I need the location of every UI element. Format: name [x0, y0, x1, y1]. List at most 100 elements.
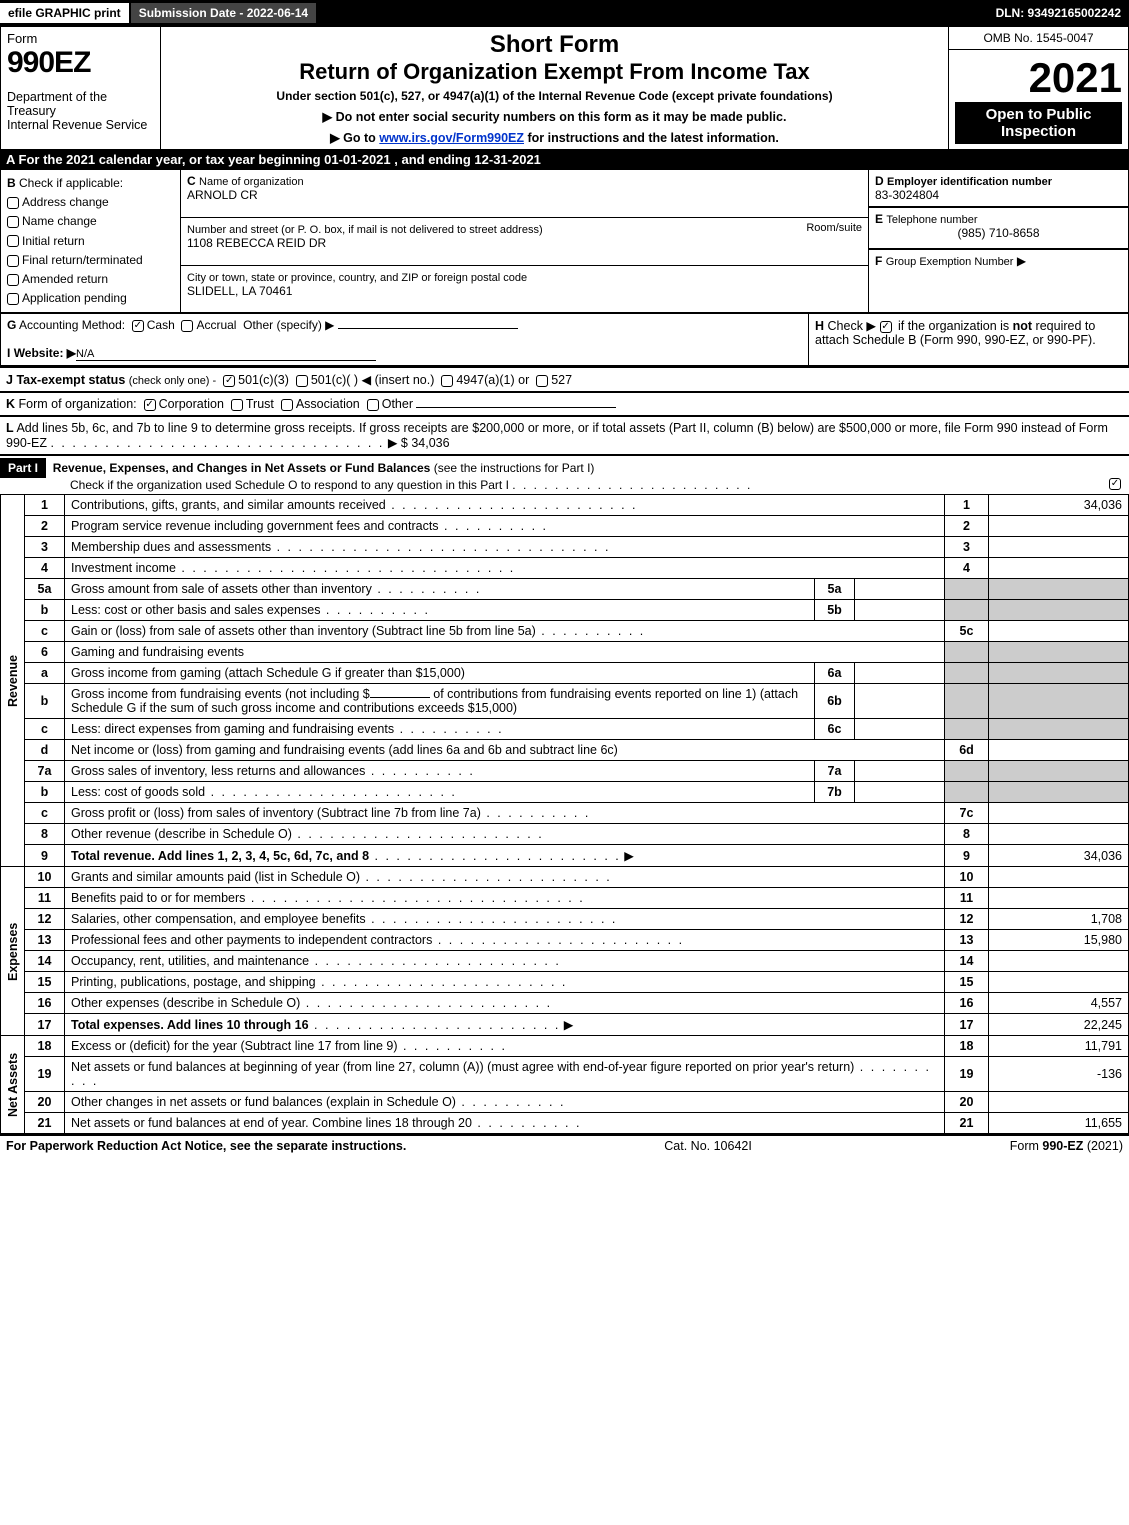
checkbox-schedule-o[interactable]: [1109, 478, 1121, 490]
l13-side: 13: [945, 930, 989, 951]
checkbox-address-change[interactable]: [7, 197, 19, 209]
lines-table: Revenue 1 Contributions, gifts, grants, …: [0, 494, 1129, 1134]
g-label: Accounting Method:: [19, 318, 125, 332]
l10-desc: Grants and similar amounts paid (list in…: [71, 870, 360, 884]
l7a-desc: Gross sales of inventory, less returns a…: [71, 764, 365, 778]
g-other: Other (specify) ▶: [243, 318, 334, 332]
checkbox-pending[interactable]: [7, 293, 19, 305]
cb-label-final: Final return/terminated: [22, 253, 143, 267]
section-c-street: Number and street (or P. O. box, if mail…: [181, 217, 869, 265]
irs-link[interactable]: www.irs.gov/Form990EZ: [379, 131, 524, 145]
l4-side: 4: [945, 558, 989, 579]
top-bar: efile GRAPHIC print Submission Date - 20…: [0, 0, 1129, 26]
l21-desc: Net assets or fund balances at end of ye…: [71, 1116, 472, 1130]
l12-side: 12: [945, 909, 989, 930]
l15-val: [989, 972, 1129, 993]
l6-desc: Gaming and fundraising events: [65, 642, 945, 663]
l6a-inline: 6a: [815, 663, 855, 684]
section-g: G Accounting Method: Cash Accrual Other …: [1, 314, 809, 366]
l7b-num: b: [25, 782, 65, 803]
l6d-num: d: [25, 740, 65, 761]
l3-side: 3: [945, 537, 989, 558]
goto-post: for instructions and the latest informat…: [524, 131, 779, 145]
l5b-num: b: [25, 600, 65, 621]
checkbox-527[interactable]: [536, 375, 548, 387]
l19-side: 19: [945, 1057, 989, 1092]
g-cash: Cash: [147, 318, 175, 332]
cb-label-pending: Application pending: [22, 291, 127, 305]
street-value: 1108 REBECCA REID DR: [187, 236, 326, 250]
l18-desc: Excess or (deficit) for the year (Subtra…: [71, 1039, 398, 1053]
l9-desc: Total revenue. Add lines 1, 2, 3, 4, 5c,…: [71, 849, 369, 863]
cb-label-name: Name change: [22, 214, 97, 228]
l12-desc: Salaries, other compensation, and employ…: [71, 912, 366, 926]
checkbox-assoc[interactable]: [281, 399, 293, 411]
org-name: ARNOLD CR: [187, 188, 258, 202]
submission-date: Submission Date - 2022-06-14: [129, 1, 318, 25]
l5a-desc: Gross amount from sale of assets other t…: [71, 582, 372, 596]
section-c-name: C Name of organization ARNOLD CR: [181, 170, 869, 218]
checkbox-501c3[interactable]: [223, 375, 235, 387]
checkbox-other[interactable]: [367, 399, 379, 411]
l11-desc: Benefits paid to or for members: [71, 891, 245, 905]
l4-val: [989, 558, 1129, 579]
l3-desc: Membership dues and assessments: [71, 540, 271, 554]
checkbox-name-change[interactable]: [7, 216, 19, 228]
l6b-inline: 6b: [815, 684, 855, 719]
l7c-num: c: [25, 803, 65, 824]
b-label: Check if applicable:: [19, 176, 123, 190]
l19-num: 19: [25, 1057, 65, 1092]
j-opt1: 501(c)(3): [238, 373, 289, 387]
l1-desc: Contributions, gifts, grants, and simila…: [71, 498, 386, 512]
section-l: L Add lines 5b, 6c, and 7b to line 9 to …: [0, 415, 1129, 454]
l5a-num: 5a: [25, 579, 65, 600]
section-c-city: City or town, state or province, country…: [181, 265, 869, 313]
l6d-val: [989, 740, 1129, 761]
l7a-inline: 7a: [815, 761, 855, 782]
checkbox-final-return[interactable]: [7, 255, 19, 267]
l8-desc: Other revenue (describe in Schedule O): [71, 827, 292, 841]
part-i-header-row: Part I Revenue, Expenses, and Changes in…: [0, 454, 1129, 494]
l17-val: 22,245: [989, 1014, 1129, 1036]
l20-val: [989, 1092, 1129, 1113]
l20-num: 20: [25, 1092, 65, 1113]
l6d-desc: Net income or (loss) from gaming and fun…: [65, 740, 945, 761]
checkbox-schedule-b[interactable]: [880, 321, 892, 333]
footer: For Paperwork Reduction Act Notice, see …: [0, 1134, 1129, 1156]
l1-side: 1: [945, 495, 989, 516]
l4-desc: Investment income: [71, 561, 176, 575]
j-opt2: 501(c)( ) ◀ (insert no.): [311, 373, 435, 387]
checkbox-cash[interactable]: [132, 320, 144, 332]
h-mid: if the organization is: [895, 319, 1013, 333]
j-label: Tax-exempt status: [16, 373, 125, 387]
l7c-val: [989, 803, 1129, 824]
l5c-val: [989, 621, 1129, 642]
netassets-vlabel: Net Assets: [1, 1036, 25, 1134]
city-value: SLIDELL, LA 70461: [187, 284, 292, 298]
checkbox-amended[interactable]: [7, 274, 19, 286]
l9-side: 9: [945, 845, 989, 867]
ein-value: 83-3024804: [875, 188, 939, 202]
checkbox-initial-return[interactable]: [7, 235, 19, 247]
section-j: J Tax-exempt status (check only one) - 5…: [0, 366, 1129, 391]
phone-value: (985) 710-8658: [875, 226, 1122, 240]
l1-val: 34,036: [989, 495, 1129, 516]
checkbox-trust[interactable]: [231, 399, 243, 411]
street-label: Number and street (or P. O. box, if mail…: [187, 224, 543, 236]
checkbox-4947[interactable]: [441, 375, 453, 387]
l15-desc: Printing, publications, postage, and shi…: [71, 975, 316, 989]
open-public-badge: Open to Public Inspection: [955, 102, 1122, 144]
l14-num: 14: [25, 951, 65, 972]
city-label: City or town, state or province, country…: [187, 272, 527, 284]
checkbox-501c[interactable]: [296, 375, 308, 387]
k-label: Form of organization:: [19, 397, 137, 411]
under-section: Under section 501(c), 527, or 4947(a)(1)…: [167, 89, 942, 103]
l17-desc: Total expenses. Add lines 10 through 16: [71, 1018, 309, 1032]
checkbox-accrual[interactable]: [181, 320, 193, 332]
l7c-side: 7c: [945, 803, 989, 824]
l6a-num: a: [25, 663, 65, 684]
checkbox-corp[interactable]: [144, 399, 156, 411]
section-d-e-f: D Employer identification number 83-3024…: [869, 170, 1129, 313]
l18-num: 18: [25, 1036, 65, 1057]
l5c-desc: Gain or (loss) from sale of assets other…: [71, 624, 536, 638]
